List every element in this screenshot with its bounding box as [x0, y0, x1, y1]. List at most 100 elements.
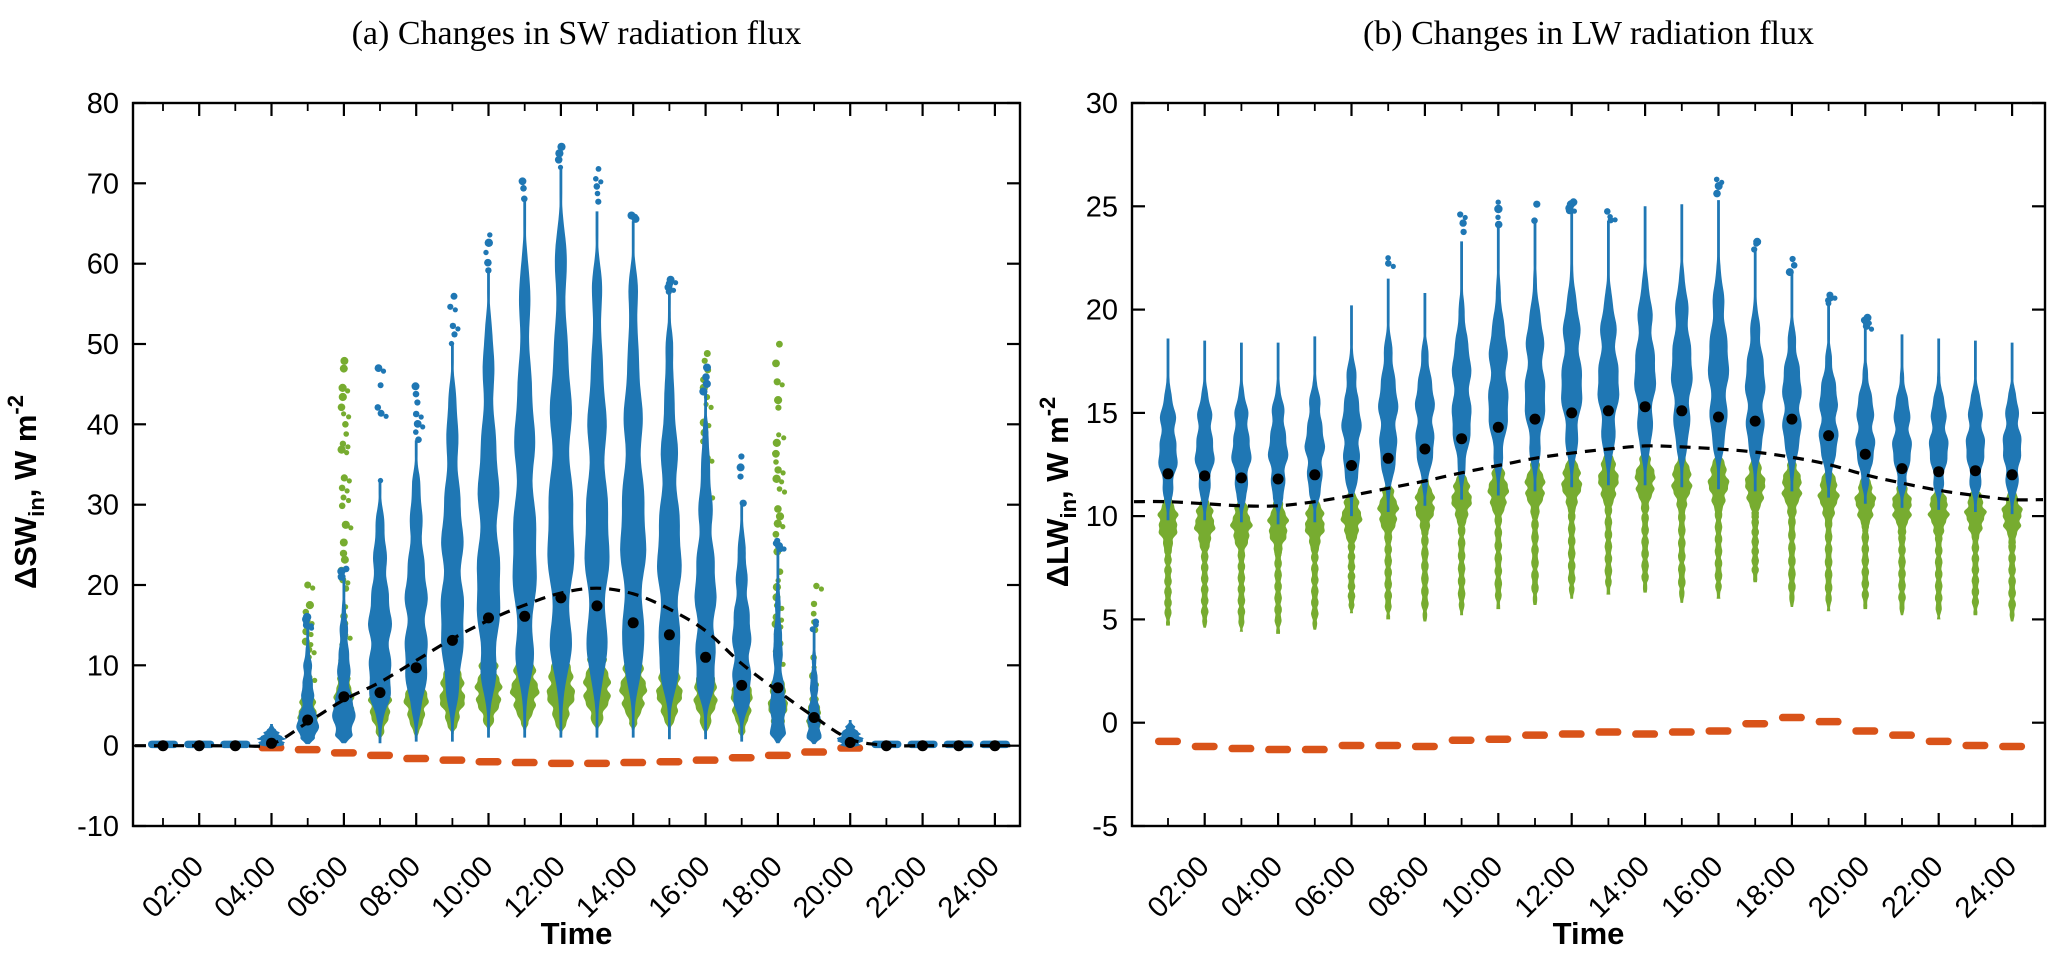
blue-outlier-dot: [1459, 219, 1467, 227]
green-outlier-dot: [774, 466, 782, 474]
blue-violin: [1892, 334, 1912, 508]
blue-violin: [1634, 206, 1657, 486]
green-violin-tail: [2008, 536, 2016, 622]
blue-violin: [584, 211, 610, 738]
green-violin-tail: [1751, 512, 1759, 583]
y-axis-label-part-2: , W m: [8, 415, 43, 498]
green-outlier-dot: [780, 524, 786, 530]
blue-outlier-dot: [1460, 228, 1467, 236]
blue-outlier-dot: [781, 546, 787, 552]
y-tick-label: 20: [87, 570, 119, 602]
blue-outlier-dot: [1785, 268, 1794, 277]
blue-outlier-dot: [450, 292, 458, 300]
green-violin-tail: [1494, 516, 1503, 610]
mean-dot: [844, 737, 856, 748]
mean-dot: [266, 737, 277, 749]
green-outlier-dot: [773, 459, 779, 465]
blue-outlier-dot: [374, 404, 382, 411]
green-outlier-dot: [772, 474, 781, 483]
green-violin-tail: [1641, 505, 1649, 593]
green-outlier-dot: [818, 586, 825, 592]
orange-dash: [475, 758, 502, 766]
green-outlier-dot: [339, 549, 348, 558]
green-violin-tail: [1567, 507, 1576, 599]
blue-outlier-dot: [1607, 214, 1613, 220]
green-violin: [1927, 479, 1950, 546]
blue-outlier-dot: [594, 190, 601, 197]
blue-outlier-dot: [415, 436, 422, 444]
blue-outlier-dot: [342, 565, 350, 573]
blue-outlier-dot: [1462, 214, 1468, 221]
green-violin-tail: [1971, 534, 1980, 616]
blue-outlier-dot: [1832, 295, 1838, 301]
blue-outlier-dot: [1826, 291, 1834, 299]
blue-outlier-dot: [666, 275, 675, 284]
blue-outlier-dot: [452, 307, 458, 313]
green-violin: [1157, 487, 1179, 560]
green-outlier-dot: [345, 388, 351, 394]
orange-dash: [1191, 742, 1218, 751]
blue-outlier-dot: [518, 177, 527, 186]
blue-violins: [148, 142, 1010, 749]
green-outlier-dot: [345, 580, 351, 586]
orange-dash: [1889, 731, 1915, 739]
green-outlier-dot: [338, 392, 347, 402]
mean-dot: [1896, 463, 1908, 475]
blue-outlier-dot: [593, 176, 599, 182]
orange-dash: [584, 759, 610, 768]
orange-dash: [1705, 727, 1732, 735]
green-outlier-dot: [346, 414, 352, 420]
green-outlier-dot: [776, 486, 783, 492]
blue-violin: [1561, 210, 1583, 488]
orange-dash: [1595, 728, 1622, 736]
green-outlier-dot: [703, 350, 711, 357]
blue-violin: [620, 221, 647, 738]
orange-dash: [1668, 728, 1695, 736]
orange-dash: [1632, 730, 1659, 738]
blue-outlier-dot: [302, 612, 312, 622]
blue-outlier-dot: [1719, 179, 1725, 185]
y-tick-label: 10: [87, 650, 119, 682]
blue-violin: [732, 504, 752, 742]
orange-dash: [1448, 736, 1475, 744]
mean-dot: [338, 691, 350, 703]
orange-dash: [1155, 737, 1181, 746]
green-outlier-dot: [346, 478, 352, 484]
blue-outlier-dot: [484, 258, 492, 267]
y-axis-label: ΔLWin, W m-2: [1035, 397, 1081, 588]
mean-dots: [1162, 401, 2018, 485]
blue-outlier-dot: [1866, 320, 1872, 326]
blue-outlier-dot: [1713, 176, 1720, 183]
blue-outlier-dot: [449, 322, 457, 330]
x-axis-label: Time: [541, 916, 613, 951]
blue-outlier-dot: [670, 287, 677, 293]
green-violin-tail: [1824, 518, 1833, 612]
orange-dash: [1558, 730, 1585, 738]
blue-outlier-dot: [1612, 217, 1618, 223]
blue-violin: [1670, 204, 1693, 488]
green-outlier-dot: [344, 488, 350, 494]
blue-outlier-dot: [598, 179, 604, 185]
green-outlier-dot: [338, 383, 347, 392]
green-violin-tail: [1934, 532, 1943, 620]
axis-box: [1130, 101, 2047, 828]
orange-dash-series: [258, 743, 864, 768]
y-tick-label: 30: [1086, 88, 1118, 120]
green-violin: [1267, 491, 1290, 562]
mean-dot: [736, 679, 748, 691]
mean-dot: [1235, 472, 1247, 484]
green-outlier-dot: [779, 382, 785, 388]
green-outlier-dot: [308, 631, 314, 638]
blue-violin: [1341, 305, 1362, 517]
panel-b: (b) Changes in LW radiation flux -5 0 5 10 15…: [1035, 15, 2047, 951]
panel-a-title: (a) Changes in SW radiation flux: [352, 15, 802, 52]
mean-dot: [555, 592, 567, 604]
green-outlier-dot: [341, 411, 347, 417]
green-outlier-dot: [343, 431, 350, 437]
orange-dash: [764, 751, 791, 760]
blue-outlier-dot: [702, 379, 711, 388]
blue-outlier-dot: [557, 164, 564, 170]
green-violin-tail: [1677, 507, 1686, 603]
green-outlier-dot: [774, 396, 783, 405]
green-violin-tail: [1714, 509, 1723, 599]
